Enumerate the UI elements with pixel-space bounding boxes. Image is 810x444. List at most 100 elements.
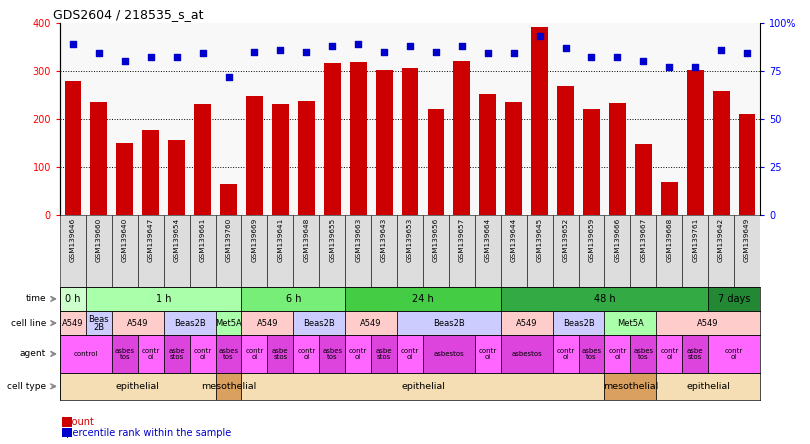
Bar bbox=[604, 311, 656, 335]
Text: GSM139760: GSM139760 bbox=[225, 218, 232, 262]
Bar bbox=[62, 428, 72, 437]
Bar bbox=[501, 287, 708, 311]
Point bbox=[481, 50, 494, 57]
Text: mesothelial: mesothelial bbox=[603, 382, 658, 391]
Text: GSM139640: GSM139640 bbox=[122, 218, 128, 262]
Bar bbox=[112, 335, 138, 373]
Text: GDS2604 / 218535_s_at: GDS2604 / 218535_s_at bbox=[53, 8, 203, 21]
Point bbox=[248, 48, 261, 55]
Bar bbox=[60, 287, 86, 311]
Text: GSM139653: GSM139653 bbox=[407, 218, 413, 262]
Bar bbox=[215, 311, 241, 335]
Bar bbox=[350, 62, 367, 215]
Bar bbox=[345, 335, 371, 373]
Bar bbox=[143, 130, 160, 215]
Bar bbox=[708, 215, 734, 287]
Bar bbox=[86, 215, 112, 287]
Point bbox=[352, 40, 365, 48]
Bar bbox=[91, 102, 107, 215]
Text: contr
ol: contr ol bbox=[401, 348, 419, 360]
Text: contr
ol: contr ol bbox=[660, 348, 679, 360]
Text: GSM139643: GSM139643 bbox=[381, 218, 387, 262]
Text: contr
ol: contr ol bbox=[725, 348, 744, 360]
Text: Beas2B: Beas2B bbox=[174, 319, 206, 328]
Point bbox=[611, 54, 624, 61]
Bar bbox=[112, 311, 164, 335]
Text: contr
ol: contr ol bbox=[479, 348, 497, 360]
Bar bbox=[164, 215, 190, 287]
Bar bbox=[423, 335, 475, 373]
Bar bbox=[423, 215, 449, 287]
Text: asbe
stos: asbe stos bbox=[168, 348, 185, 360]
Bar bbox=[505, 102, 522, 215]
Bar bbox=[319, 335, 345, 373]
Bar bbox=[501, 335, 552, 373]
Text: 24 h: 24 h bbox=[412, 294, 434, 304]
Text: 48 h: 48 h bbox=[594, 294, 616, 304]
Bar bbox=[475, 215, 501, 287]
Text: GSM139646: GSM139646 bbox=[70, 218, 76, 262]
Bar bbox=[86, 287, 241, 311]
Bar bbox=[319, 215, 345, 287]
Bar bbox=[293, 335, 319, 373]
Bar bbox=[552, 311, 604, 335]
Bar bbox=[428, 109, 445, 215]
Text: GSM139647: GSM139647 bbox=[147, 218, 154, 262]
Bar bbox=[475, 335, 501, 373]
Point bbox=[688, 63, 701, 71]
Point bbox=[144, 54, 157, 61]
Point bbox=[377, 48, 390, 55]
Text: GSM139654: GSM139654 bbox=[173, 218, 180, 262]
Bar bbox=[708, 335, 760, 373]
Bar bbox=[656, 311, 760, 335]
Bar bbox=[371, 335, 397, 373]
Text: GSM139649: GSM139649 bbox=[744, 218, 750, 262]
Bar bbox=[293, 215, 319, 287]
Point bbox=[637, 58, 650, 65]
Text: contr
ol: contr ol bbox=[245, 348, 263, 360]
Text: GSM139660: GSM139660 bbox=[96, 218, 102, 262]
Point bbox=[222, 73, 235, 80]
Bar bbox=[661, 182, 678, 215]
Bar bbox=[345, 311, 397, 335]
Bar bbox=[552, 335, 578, 373]
Bar bbox=[501, 215, 526, 287]
Bar bbox=[604, 335, 630, 373]
Bar bbox=[65, 81, 81, 215]
Bar bbox=[371, 215, 397, 287]
Bar bbox=[267, 335, 293, 373]
Bar bbox=[501, 311, 552, 335]
Text: percentile rank within the sample: percentile rank within the sample bbox=[60, 428, 231, 438]
Text: Beas2B: Beas2B bbox=[304, 319, 335, 328]
Text: GSM139656: GSM139656 bbox=[433, 218, 439, 262]
Bar bbox=[635, 144, 652, 215]
Bar bbox=[241, 373, 604, 400]
Text: GSM139669: GSM139669 bbox=[251, 218, 258, 262]
Text: asbe
stos: asbe stos bbox=[376, 348, 392, 360]
Text: asbes
tos: asbes tos bbox=[322, 348, 343, 360]
Point bbox=[533, 32, 546, 40]
Point bbox=[714, 46, 727, 53]
Bar bbox=[656, 335, 682, 373]
Bar bbox=[682, 335, 708, 373]
Text: contr
ol: contr ol bbox=[349, 348, 367, 360]
Text: A549: A549 bbox=[257, 319, 278, 328]
Bar bbox=[215, 335, 241, 373]
Point bbox=[196, 50, 209, 57]
Bar bbox=[194, 104, 211, 215]
Text: asbes
tos: asbes tos bbox=[582, 348, 602, 360]
Point bbox=[326, 42, 339, 49]
Bar bbox=[630, 335, 656, 373]
Bar bbox=[454, 61, 471, 215]
Bar bbox=[138, 335, 164, 373]
Text: 0 h: 0 h bbox=[66, 294, 81, 304]
Bar bbox=[117, 143, 133, 215]
Text: contr
ol: contr ol bbox=[142, 348, 160, 360]
Bar bbox=[397, 335, 423, 373]
Bar bbox=[241, 335, 267, 373]
Text: 7 days: 7 days bbox=[718, 294, 750, 304]
Bar bbox=[86, 311, 112, 335]
Text: GSM139655: GSM139655 bbox=[329, 218, 335, 262]
Bar bbox=[552, 215, 578, 287]
Text: asbestos: asbestos bbox=[511, 351, 542, 357]
